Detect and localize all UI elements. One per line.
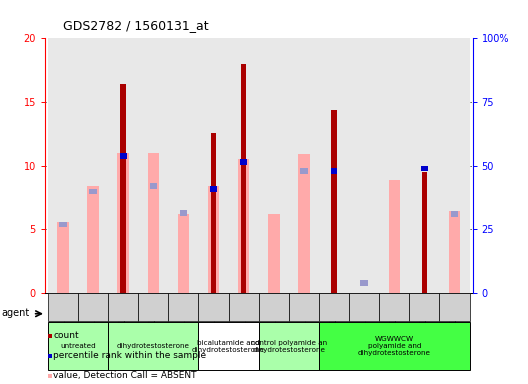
- Text: dihydrotestosterone: dihydrotestosterone: [117, 343, 190, 349]
- Bar: [238, 159, 249, 293]
- Bar: [379, 38, 409, 293]
- Text: value, Detection Call = ABSENT: value, Detection Call = ABSENT: [53, 371, 197, 381]
- Bar: [349, 293, 379, 321]
- Text: bicalutamide and
dihydrotestosterone: bicalutamide and dihydrotestosterone: [192, 340, 265, 353]
- Text: untreated: untreated: [60, 343, 96, 349]
- Bar: [168, 293, 199, 321]
- Bar: [449, 212, 460, 293]
- Bar: [300, 168, 308, 174]
- Bar: [389, 180, 400, 293]
- Bar: [319, 38, 349, 293]
- Bar: [117, 153, 129, 293]
- Bar: [361, 280, 368, 286]
- Bar: [120, 84, 126, 293]
- Bar: [48, 293, 78, 321]
- Bar: [319, 293, 349, 321]
- Bar: [422, 172, 427, 293]
- Bar: [149, 184, 157, 189]
- Text: GDS2782 / 1560131_at: GDS2782 / 1560131_at: [63, 19, 209, 32]
- Bar: [439, 38, 469, 293]
- Bar: [48, 38, 78, 293]
- Bar: [148, 153, 159, 293]
- Bar: [208, 186, 219, 293]
- Bar: [210, 186, 218, 192]
- Bar: [349, 38, 379, 293]
- Bar: [210, 186, 217, 192]
- Bar: [298, 154, 309, 293]
- Bar: [199, 38, 229, 293]
- Bar: [259, 293, 289, 321]
- Bar: [241, 64, 247, 293]
- Bar: [421, 166, 428, 171]
- Bar: [108, 322, 199, 370]
- Bar: [178, 214, 189, 293]
- Bar: [199, 293, 229, 321]
- Bar: [59, 222, 67, 227]
- Bar: [240, 159, 247, 165]
- Text: control polyamide an
dihydrotestosterone: control polyamide an dihydrotestosterone: [251, 340, 327, 353]
- Bar: [331, 110, 337, 293]
- Bar: [108, 38, 138, 293]
- Text: percentile rank within the sample: percentile rank within the sample: [53, 351, 206, 361]
- Bar: [180, 210, 187, 216]
- Bar: [289, 38, 319, 293]
- Bar: [89, 189, 97, 194]
- Bar: [409, 293, 439, 321]
- Bar: [211, 132, 216, 293]
- Bar: [78, 38, 108, 293]
- Bar: [240, 159, 248, 165]
- Text: WGWWCW
polyamide and
dihydrotestosterone: WGWWCW polyamide and dihydrotestosterone: [358, 336, 431, 356]
- Bar: [57, 222, 69, 293]
- Bar: [439, 293, 469, 321]
- Bar: [451, 212, 458, 217]
- Bar: [379, 293, 409, 321]
- Text: agent: agent: [2, 308, 30, 318]
- Bar: [319, 322, 469, 370]
- Bar: [138, 293, 168, 321]
- Bar: [229, 293, 259, 321]
- Bar: [138, 38, 168, 293]
- Bar: [168, 38, 199, 293]
- Bar: [289, 293, 319, 321]
- Bar: [78, 293, 108, 321]
- Bar: [48, 322, 108, 370]
- Text: count: count: [53, 331, 79, 341]
- Bar: [120, 153, 127, 159]
- Bar: [331, 168, 337, 174]
- Bar: [259, 38, 289, 293]
- Bar: [259, 322, 319, 370]
- Bar: [268, 214, 279, 293]
- Bar: [199, 322, 259, 370]
- Bar: [229, 38, 259, 293]
- Bar: [87, 186, 99, 293]
- Bar: [108, 293, 138, 321]
- Bar: [409, 38, 439, 293]
